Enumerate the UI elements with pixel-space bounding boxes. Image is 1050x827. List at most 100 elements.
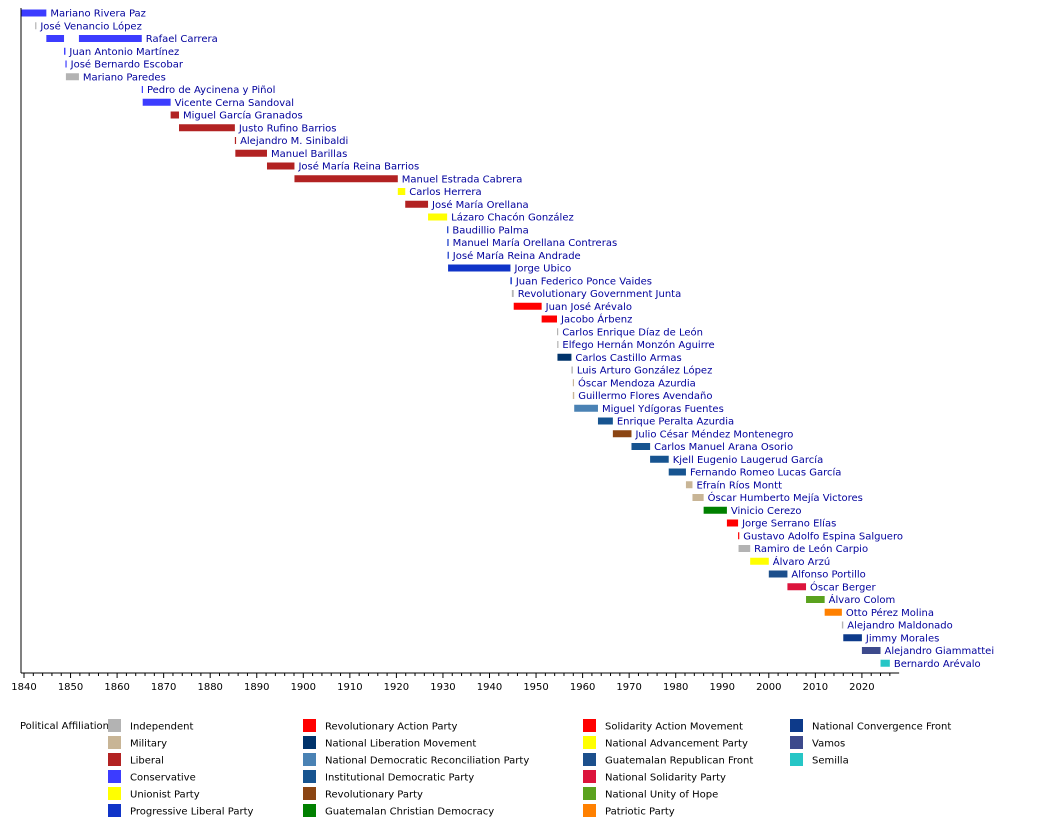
timeline-row: Luis Arturo González López: [571, 365, 712, 377]
x-tick-label: 1850: [58, 682, 83, 693]
legend-label: National Liberation Movement: [325, 739, 476, 750]
term-bar: [510, 277, 512, 285]
timeline-row: Carlos Herrera: [397, 187, 482, 198]
legend-swatch: [583, 753, 596, 766]
legend-swatch: [303, 719, 316, 732]
legend-item: Unionist Party: [108, 787, 200, 801]
president-label: Gustavo Adolfo Espina Salguero: [743, 531, 903, 542]
legend-swatch: [108, 770, 121, 783]
term-bar: [557, 341, 559, 348]
x-axis: 1840 1850 1860 1870 1880 1890 1900 1910 1920 1930…: [11, 8, 900, 693]
legend-label: Liberal: [130, 756, 164, 767]
x-tick-label: 1940: [477, 682, 502, 693]
president-label: Efraín Ríos Montt: [696, 479, 782, 491]
term-bar: [428, 213, 448, 221]
timeline-row: Justo Rufino Barrios: [179, 123, 337, 134]
president-label: Fernando Romeo Lucas García: [690, 467, 841, 479]
president-label: Miguel García Granados: [183, 110, 303, 122]
timeline-row: Juan Federico Ponce Vaides: [510, 276, 652, 287]
president-label: José Venancio López: [39, 20, 141, 32]
x-tick-label: 1880: [197, 682, 222, 693]
term-bar: [405, 200, 429, 208]
legend-label: Semilla: [812, 756, 849, 767]
president-label: Óscar Humberto Mejía Victores: [708, 491, 863, 504]
term-bar: [668, 468, 686, 476]
timeline-row: Revolutionary Government Junta: [511, 289, 682, 300]
legend-item: Semilla: [790, 753, 849, 767]
timeline-row: Ramiro de León Carpio: [738, 543, 868, 555]
president-label: Alejandro Maldonado: [847, 621, 952, 632]
timeline-row: Carlos Enrique Díaz de León: [557, 326, 703, 338]
legend-label: Patriotic Party: [605, 807, 675, 818]
legend-swatch: [583, 770, 596, 783]
term-bar: [738, 532, 740, 540]
x-tick-label: 1910: [337, 682, 362, 693]
x-tick-label: 1840: [11, 682, 36, 693]
president-label: Carlos Manuel Arana Osorio: [654, 442, 793, 453]
president-label: Juan Antonio Martínez: [68, 46, 179, 58]
legend-item: National Advancement Party: [583, 736, 748, 750]
president-label: Juan José Arévalo: [545, 301, 632, 313]
legend-swatch: [303, 753, 316, 766]
president-label: Carlos Castillo Armas: [575, 353, 681, 364]
president-label: Óscar Berger: [810, 580, 876, 593]
timeline-row: Guillermo Flores Avendaño: [572, 391, 712, 402]
president-label: Elfego Hernán Monzón Aguirre: [562, 339, 714, 351]
president-label: Otto Pérez Molina: [846, 607, 934, 619]
timeline-row: Miguel García Granados: [170, 110, 303, 122]
timeline-row: Carlos Castillo Armas: [557, 353, 682, 364]
timeline-row: Manuel María Orellana Contreras: [447, 237, 617, 249]
legend-swatch: [108, 736, 121, 749]
x-tick-label: 1870: [151, 682, 176, 693]
term-bar: [65, 73, 79, 81]
term-bar: [20, 9, 47, 17]
president-label: Baudillio Palma: [452, 225, 528, 236]
president-label: Bernardo Arévalo: [894, 658, 981, 670]
term-bar: [46, 35, 65, 42]
term-bar: [513, 302, 542, 310]
legend-swatch: [583, 736, 596, 749]
president-label: José Bernardo Escobar: [70, 59, 184, 71]
term-bar: [692, 494, 704, 501]
president-label: Jacobo Árbenz: [560, 313, 632, 326]
timeline-row: José María Reina Andrade: [447, 250, 581, 262]
x-tick-label: 1950: [523, 682, 548, 693]
x-tick-label: 2000: [756, 682, 781, 693]
timeline-row: José María Reina Barrios: [266, 161, 419, 173]
term-bar: [572, 379, 575, 387]
legend-label: Revolutionary Action Party: [325, 722, 458, 733]
legend-swatch: [790, 753, 803, 766]
president-label: Mariano Paredes: [83, 72, 166, 83]
president-label: Manuel María Orellana Contreras: [453, 237, 618, 249]
term-bar: [294, 175, 398, 183]
term-bar: [650, 455, 669, 463]
timeline-row: Mariano Paredes: [65, 72, 166, 83]
legend-label: Guatemalan Christian Democracy: [325, 807, 494, 818]
timeline-row: Manuel Estrada Cabrera: [294, 174, 522, 185]
president-label: Pedro de Aycinena y Piñol: [147, 85, 275, 96]
x-tick-label: 1920: [384, 682, 409, 693]
term-bar: [703, 506, 727, 514]
term-bar: [685, 481, 693, 489]
president-label: Revolutionary Government Junta: [518, 289, 682, 300]
legend-label: Solidarity Action Movement: [605, 722, 743, 733]
timeline-row: Enrique Peralta Azurdia: [597, 417, 734, 428]
president-label: Guillermo Flores Avendaño: [578, 391, 712, 402]
president-label: Justo Rufino Barrios: [238, 123, 337, 134]
legend-item: Military: [108, 736, 167, 750]
term-bar: [738, 545, 751, 552]
legend-item: Progressive Liberal Party: [108, 804, 253, 818]
president-label: José María Reina Barrios: [297, 161, 419, 173]
president-label: Álvaro Colom: [829, 593, 896, 606]
timeline-row: Pedro de Aycinena y Piñol: [141, 85, 275, 96]
timeline-row: Kjell Eugenio Laugerud García: [650, 454, 823, 466]
legend-swatch: [108, 787, 121, 800]
legend-item: Liberal: [108, 753, 164, 767]
x-tick-label: 2010: [803, 682, 828, 693]
timeline-row: Juan Antonio Martínez: [64, 46, 179, 58]
term-bar: [726, 519, 739, 527]
president-label: Manuel Barillas: [271, 149, 347, 160]
legend-swatch: [790, 719, 803, 732]
